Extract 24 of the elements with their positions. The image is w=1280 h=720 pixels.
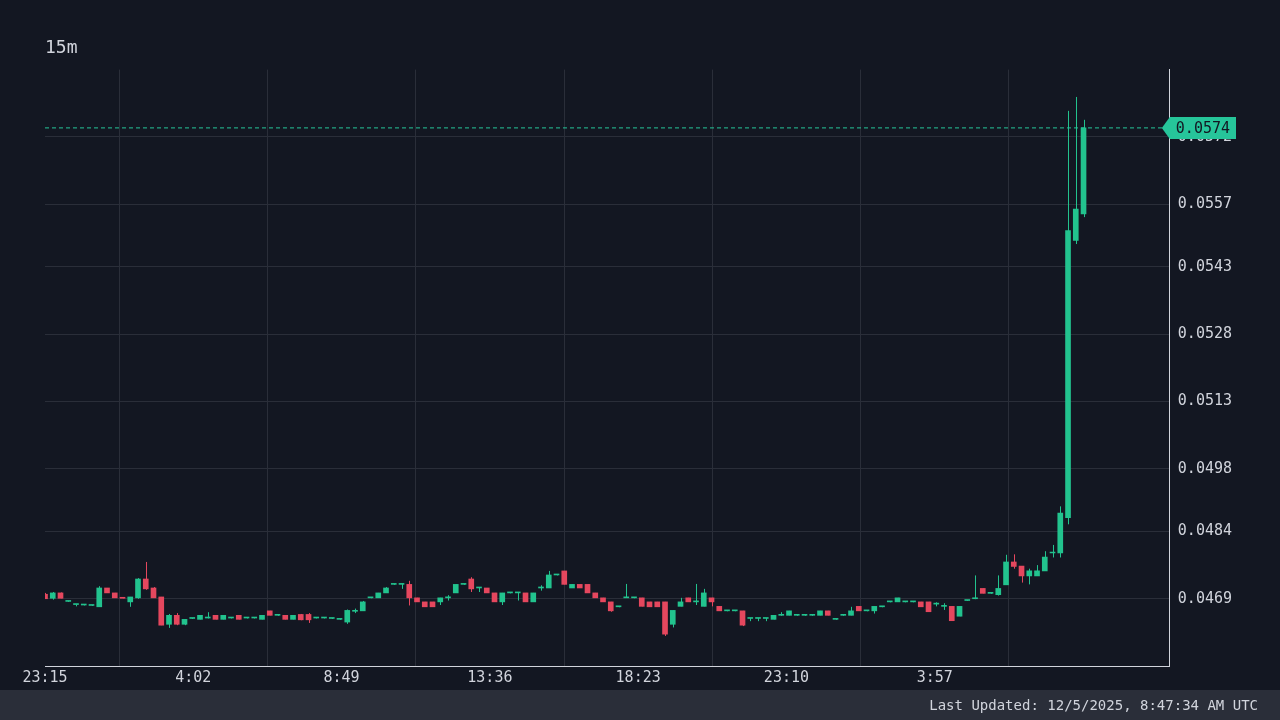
x-tick-label: 3:57 (916, 667, 953, 686)
x-tick-label: 4:02 (175, 667, 212, 686)
y-tick-label: 0.0484 (1177, 521, 1232, 540)
x-tick-label: 8:49 (323, 667, 360, 686)
y-tick-label: 0.0543 (1177, 256, 1232, 275)
candlestick (1003, 554, 1009, 586)
candlestick (406, 580, 413, 606)
x-tick-label: 13:36 (467, 667, 513, 686)
x-tick-label: 23:10 (763, 667, 810, 686)
candlestick (995, 574, 1002, 597)
y-tick-label: 0.0469 (1177, 588, 1232, 607)
x-tick-label: 18:23 (615, 667, 661, 686)
text: Last Updated: 12/5/2025, 8:47:34 AM UTC (929, 697, 1258, 713)
candlestick (96, 585, 103, 608)
candlestick (1041, 550, 1048, 572)
y-tick-label: 0.0557 (1177, 194, 1232, 213)
x-tick-label: 23:15 (22, 667, 68, 686)
chart-title: 15m (45, 36, 78, 58)
candlestick (142, 561, 149, 591)
candlestick (135, 577, 141, 600)
ref-line-label: 0.0574 (1175, 118, 1230, 137)
y-tick-label: 0.0528 (1177, 324, 1232, 343)
y-tick-label: 0.0498 (1177, 458, 1232, 477)
y-tick-label: 0.0513 (1177, 391, 1232, 410)
